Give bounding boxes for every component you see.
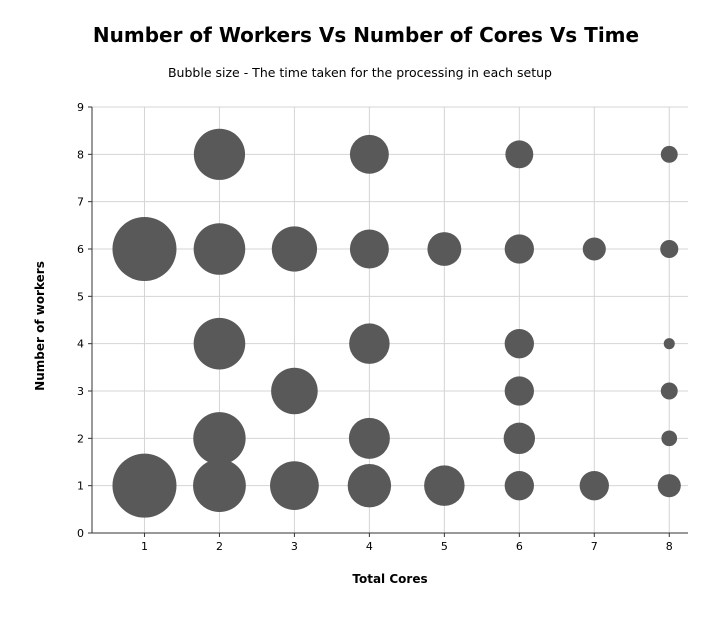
bubble-point [504,329,534,359]
x-tick-label: 8 [666,540,673,553]
y-tick-label: 9 [77,101,84,114]
bubble-point [504,376,534,406]
bubble-point [349,134,389,174]
bubble-point [112,453,177,518]
chart-subtitle: Bubble size - The time taken for the pro… [168,65,552,80]
x-tick-label: 5 [441,540,448,553]
bubble-point [270,461,319,511]
bubble-point [348,417,390,459]
bubble-point [349,229,389,269]
x-tick-label: 1 [141,540,148,553]
bubble-point [504,471,534,501]
x-axis-title: Total Cores [352,572,427,586]
y-tick-label: 5 [77,290,84,303]
tick-labels: 0 1 2 3 4 5 6 7 8 9 1 2 3 4 5 6 7 8 [77,101,673,553]
bubble-point [347,463,392,508]
x-tick-label: 3 [291,540,298,553]
bubble-point [271,367,318,415]
axes [88,106,688,537]
bubble-point [193,223,246,275]
x-tick-label: 6 [516,540,523,553]
x-tick-label: 4 [366,540,373,553]
y-tick-label: 1 [77,480,84,493]
y-axis-title: Number of workers [33,261,47,391]
bubble-point [349,323,390,364]
bubble-point [271,226,318,272]
chart-title: Number of Workers Vs Number of Cores Vs … [93,23,639,47]
y-tick-label: 0 [77,527,84,540]
bubble-point [582,237,606,261]
bubbles [112,128,681,518]
y-tick-label: 4 [77,338,84,351]
bubble-point [657,474,681,498]
y-tick-label: 2 [77,432,84,445]
bubble-point [193,128,246,180]
x-tick-label: 7 [591,540,598,553]
bubble-point [112,217,177,281]
y-tick-label: 7 [77,196,84,209]
bubble-point [427,232,462,266]
bubble-point [193,459,246,513]
bubble-point [663,338,675,350]
bubble-point [661,430,678,447]
bubble-point [193,412,246,465]
bubble-point [660,382,678,400]
bubble-point [579,471,609,501]
bubble-point [660,239,679,259]
bubble-point [505,140,534,169]
bubble-point [424,465,465,506]
bubble-point [193,317,246,370]
grid [92,106,688,533]
bubble-point [660,145,678,163]
y-tick-label: 6 [77,243,84,256]
bubble-point [503,422,536,455]
y-tick-label: 8 [77,148,84,161]
bubble-point [504,234,534,264]
x-tick-label: 2 [216,540,223,553]
y-tick-label: 3 [77,385,84,398]
